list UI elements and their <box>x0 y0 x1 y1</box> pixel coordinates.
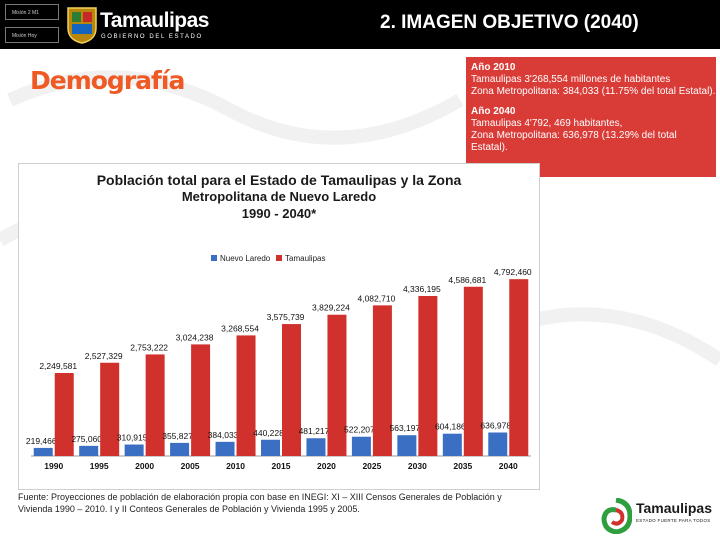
chart-panel: Población total para el Estado de Tamaul… <box>18 163 540 490</box>
bar-tamaulipas-2020 <box>327 314 347 456</box>
data-label-nuevo-laredo-2035: 604,186 <box>435 422 466 432</box>
data-label-tamaulipas-2005: 3,024,238 <box>176 332 214 342</box>
data-label-tamaulipas-2010: 3,268,554 <box>221 323 259 333</box>
coat-of-arms-icon <box>67 7 97 44</box>
logo-text: Tamaulipas <box>100 9 209 32</box>
bottom-logo-text: Tamaulipas <box>636 500 712 516</box>
data-label-tamaulipas-2020: 3,829,224 <box>312 303 350 313</box>
data-label-tamaulipas-2015: 3,575,739 <box>267 312 305 322</box>
callout-line-2: Zona Metropolitana: 384,033 (11.75% del … <box>471 86 716 98</box>
bar-nuevo-laredo-2000 <box>124 444 144 456</box>
callout-heading-2040: Año 2040 <box>471 105 516 117</box>
x-tick-2015: 2015 <box>272 461 291 471</box>
bar-tamaulipas-1995 <box>100 362 120 456</box>
legend-swatch-1 <box>276 255 282 261</box>
top-box-1: Misión 2 M1 <box>5 4 59 20</box>
data-label-tamaulipas-1995: 2,527,329 <box>85 351 123 361</box>
bar-tamaulipas-2005 <box>191 344 211 456</box>
x-tick-2030: 2030 <box>408 461 427 471</box>
x-tick-2040: 2040 <box>499 461 518 471</box>
data-label-tamaulipas-2025: 4,082,710 <box>357 293 395 303</box>
x-tick-1990: 1990 <box>44 461 63 471</box>
top-bar: Misión 2 M1 Misión Hoy Tamaulipas GOBIER… <box>0 0 720 49</box>
top-box-2: Misión Hoy <box>5 27 59 43</box>
callout-line-3: Tamaulipas 4'792, 469 habitantes, <box>471 117 623 129</box>
bar-nuevo-laredo-1995 <box>79 445 99 456</box>
population-bar-chart: Nuevo Laredo Tamaulipas 219,466 2,249,581 19… <box>26 254 532 471</box>
x-tick-2000: 2000 <box>135 461 154 471</box>
data-label-tamaulipas-1990: 2,249,581 <box>39 361 77 371</box>
x-tick-1995: 1995 <box>90 461 109 471</box>
data-label-nuevo-laredo-2000: 310,915 <box>117 433 148 443</box>
data-label-tamaulipas-2035: 4,586,681 <box>448 275 486 285</box>
data-label-nuevo-laredo-1990: 219,466 <box>26 436 57 446</box>
bar-nuevo-laredo-2025 <box>351 436 371 456</box>
bar-nuevo-laredo-2040 <box>488 432 508 456</box>
bar-nuevo-laredo-2035 <box>442 433 462 456</box>
x-tick-2010: 2010 <box>226 461 245 471</box>
legend-swatch-0 <box>211 255 217 261</box>
chart-title-line-2: Metropolitana de Nuevo Laredo <box>181 189 377 204</box>
slide-title: 2. IMAGEN OBJETIVO (2040) <box>380 12 639 33</box>
summary-callout: Año 2010 Tamaulipas 3'268,554 millones d… <box>466 57 716 177</box>
chart-title-line-3: 1990 - 2040* <box>241 206 317 221</box>
bar-nuevo-laredo-1990 <box>33 447 53 456</box>
swirl-icon <box>601 498 632 534</box>
logo-subtitle: GOBIERNO DEL ESTADO <box>101 34 203 40</box>
bar-nuevo-laredo-2010 <box>215 441 235 456</box>
data-label-nuevo-laredo-2005: 355,827 <box>162 431 193 441</box>
data-label-nuevo-laredo-2040: 636,978 <box>480 420 511 430</box>
data-label-tamaulipas-2030: 4,336,195 <box>403 284 441 294</box>
bar-tamaulipas-2010 <box>236 335 256 456</box>
chart-title-line-1: Población total para el Estado de Tamaul… <box>96 172 462 188</box>
bar-tamaulipas-2025 <box>372 305 392 456</box>
bar-tamaulipas-2030 <box>418 296 438 456</box>
bar-nuevo-laredo-2020 <box>306 438 326 456</box>
source-footnote: Fuente: Proyecciones de población de ela… <box>18 492 502 514</box>
bar-nuevo-laredo-2030 <box>397 435 417 456</box>
bottom-logo: Tamaulipas ESTADO FUERTE PARA TODOS <box>600 496 714 536</box>
data-label-nuevo-laredo-1995: 275,060 <box>71 434 102 444</box>
section-title: Demografía <box>30 66 185 95</box>
x-tick-2035: 2035 <box>453 461 472 471</box>
data-label-nuevo-laredo-2020: 481,217 <box>299 426 330 436</box>
x-tick-2025: 2025 <box>362 461 381 471</box>
bar-tamaulipas-2000 <box>145 354 165 456</box>
x-tick-2005: 2005 <box>181 461 200 471</box>
bar-tamaulipas-2035 <box>463 286 483 456</box>
callout-line-4: Zona Metropolitana: 636,978 (13.29% del … <box>471 130 677 154</box>
data-label-tamaulipas-2040: 4,792,460 <box>494 267 532 277</box>
x-tick-2020: 2020 <box>317 461 336 471</box>
data-label-nuevo-laredo-2030: 563,197 <box>389 423 420 433</box>
legend-label-1: Tamaulipas <box>285 254 325 263</box>
callout-heading-2010: Año 2010 <box>471 62 516 73</box>
callout-line-1: Tamaulipas 3'268,554 millones de habitan… <box>471 74 671 86</box>
bar-tamaulipas-2015 <box>282 324 301 456</box>
bar-tamaulipas-1990 <box>54 372 74 456</box>
bottom-logo-subtitle: ESTADO FUERTE PARA TODOS <box>636 518 711 523</box>
data-label-tamaulipas-2000: 2,753,222 <box>130 342 168 352</box>
data-label-nuevo-laredo-2015: 440,228 <box>253 428 284 438</box>
tamaulipas-logo: Tamaulipas GOBIERNO DEL ESTADO <box>66 6 224 46</box>
legend-label-0: Nuevo Laredo <box>220 254 271 263</box>
bar-tamaulipas-2040 <box>509 279 529 456</box>
data-label-nuevo-laredo-2025: 522,207 <box>344 425 375 435</box>
bar-nuevo-laredo-2005 <box>170 442 190 456</box>
bar-nuevo-laredo-2015 <box>261 439 280 456</box>
data-label-nuevo-laredo-2010: 384,033 <box>208 430 239 440</box>
